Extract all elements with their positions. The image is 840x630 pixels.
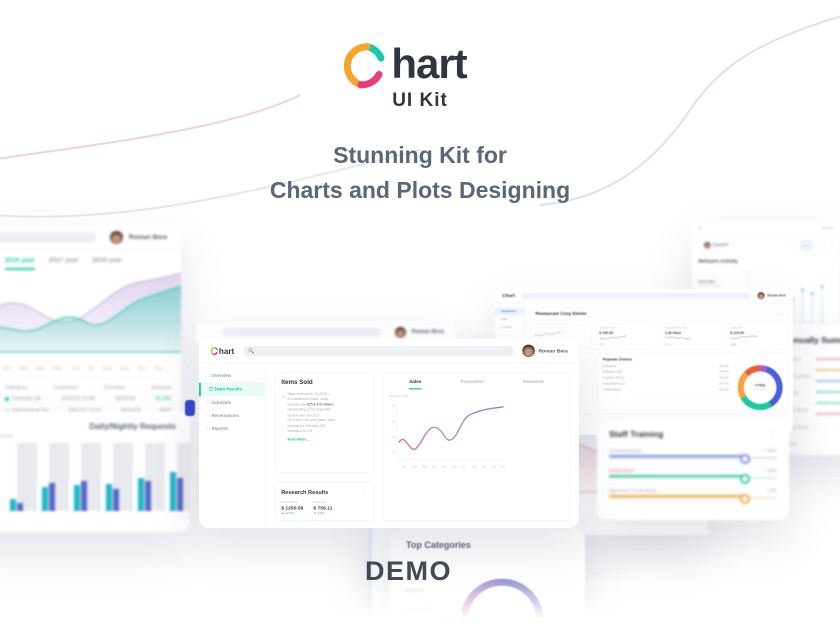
svg-text:Jan: Jan <box>402 464 407 468</box>
svg-text:Quantity: Quantity <box>742 270 749 273</box>
svg-text:Mar: Mar <box>422 464 427 468</box>
svg-text:Jun: Jun <box>452 464 457 468</box>
svg-text:May: May <box>442 464 448 468</box>
svg-text:40: 40 <box>392 403 396 407</box>
svg-text:Jul: Jul <box>462 464 466 468</box>
svg-text:Aug: Aug <box>472 464 477 468</box>
svg-text:10: 10 <box>392 451 396 455</box>
svg-text:74.5%: 74.5% <box>485 619 519 630</box>
svg-text:30: 30 <box>392 419 396 423</box>
svg-text:Sep: Sep <box>482 464 487 468</box>
svg-text:Quantity: Quantity <box>0 433 15 438</box>
svg-text:20: 20 <box>392 435 396 439</box>
svg-text:Oct: Oct <box>492 464 497 468</box>
svg-text:Apr: Apr <box>432 464 436 468</box>
svg-text:Feb: Feb <box>412 464 417 468</box>
svg-text:Nov: Nov <box>501 464 507 468</box>
